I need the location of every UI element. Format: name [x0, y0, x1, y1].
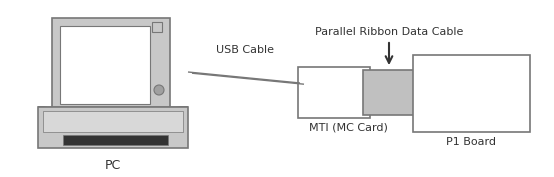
- Polygon shape: [38, 107, 188, 108]
- Circle shape: [154, 85, 164, 95]
- Bar: [298, 67, 370, 118]
- Bar: [152, 22, 162, 32]
- Bar: [52, 18, 170, 108]
- Bar: [60, 26, 150, 104]
- Bar: [43, 111, 183, 132]
- Bar: [38, 107, 188, 148]
- Text: P1 Board: P1 Board: [447, 137, 496, 147]
- Text: USB Cable: USB Cable: [216, 45, 274, 55]
- Bar: [363, 70, 415, 115]
- Bar: [413, 55, 530, 132]
- Text: Parallel Ribbon Data Cable: Parallel Ribbon Data Cable: [315, 27, 463, 37]
- Text: PC: PC: [105, 159, 121, 172]
- Bar: [63, 135, 168, 145]
- Text: MTI (MC Card): MTI (MC Card): [309, 123, 388, 133]
